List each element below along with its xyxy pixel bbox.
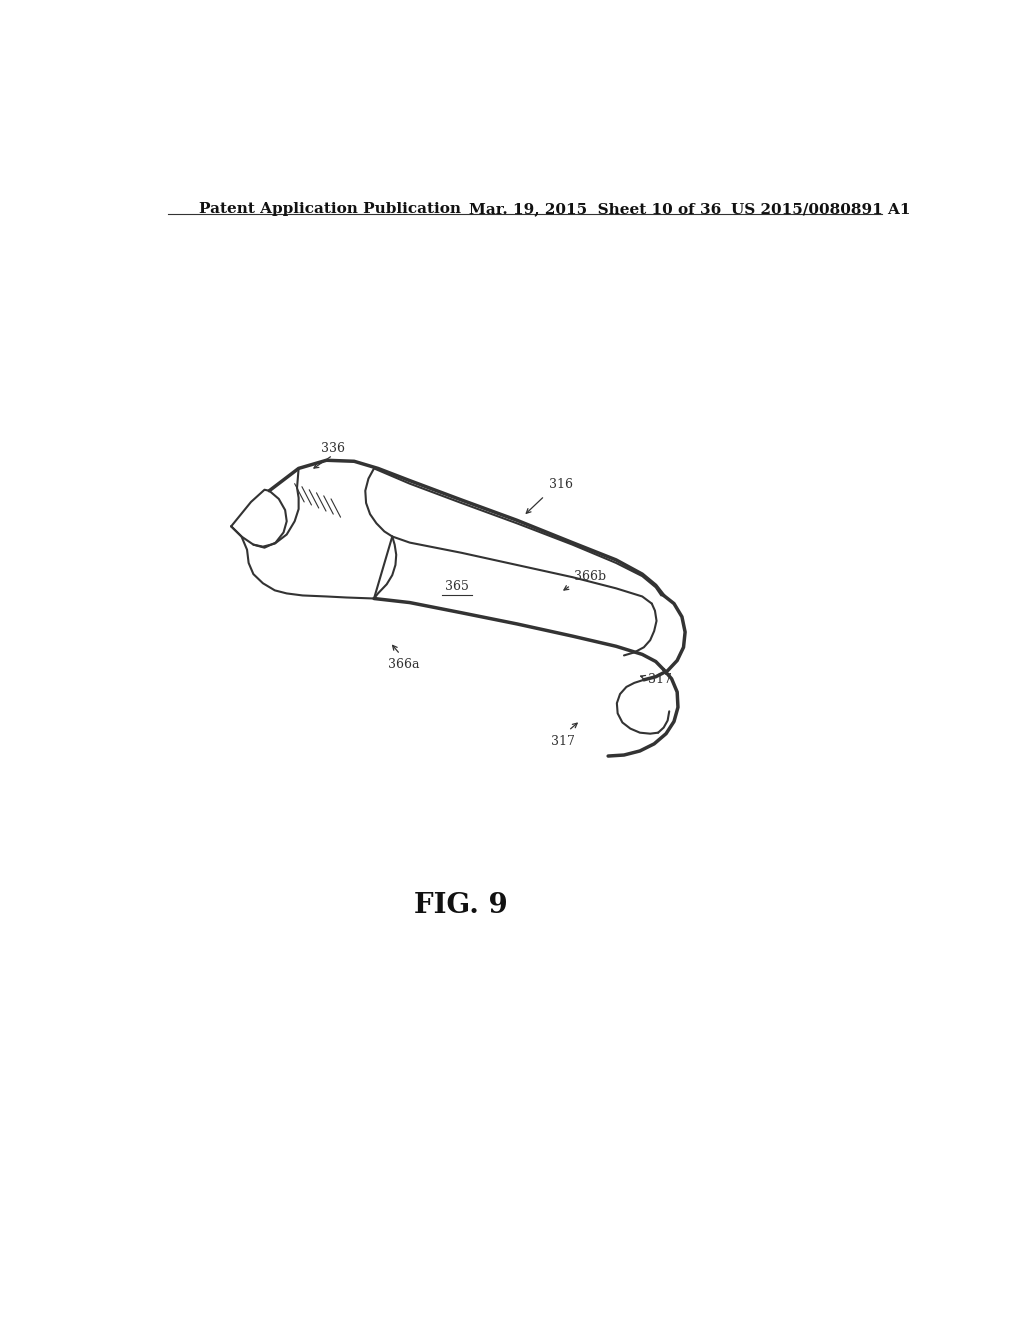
Text: FIG. 9: FIG. 9: [415, 892, 508, 919]
Text: Mar. 19, 2015  Sheet 10 of 36: Mar. 19, 2015 Sheet 10 of 36: [469, 202, 722, 216]
Text: 366a: 366a: [388, 659, 420, 672]
Text: 336: 336: [321, 442, 345, 455]
Text: 366b: 366b: [574, 570, 606, 583]
Text: 317: 317: [551, 735, 574, 747]
Text: Patent Application Publication: Patent Application Publication: [200, 202, 462, 216]
Text: 365: 365: [445, 581, 469, 594]
Text: 316: 316: [549, 478, 572, 491]
Text: 317: 317: [648, 673, 672, 686]
Text: US 2015/0080891 A1: US 2015/0080891 A1: [731, 202, 910, 216]
